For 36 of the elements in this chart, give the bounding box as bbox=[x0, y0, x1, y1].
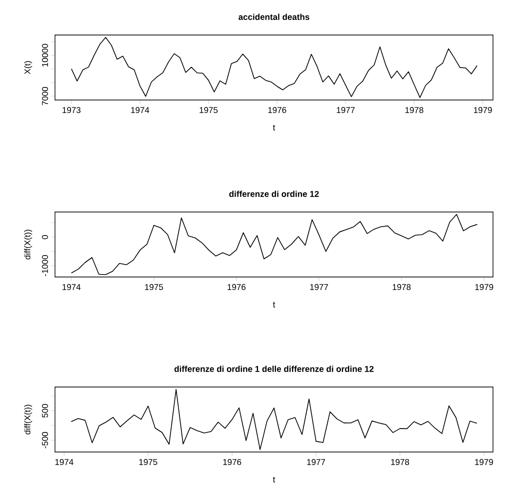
x-axis-title: t bbox=[272, 476, 276, 482]
y-tick-label: 10000 bbox=[42, 44, 48, 66]
x-tick-label: 1975 bbox=[145, 284, 163, 290]
x-tick-label: 1974 bbox=[55, 459, 74, 466]
x-tick-label: 1977 bbox=[310, 284, 328, 290]
x-tick-label: 1976 bbox=[268, 107, 286, 114]
y-axis-title: diff(X(t)) bbox=[24, 230, 32, 260]
x-tick-label: 1973 bbox=[62, 107, 80, 114]
y-tick-label: 0 bbox=[42, 235, 48, 240]
x-tick-label: 1976 bbox=[228, 284, 246, 290]
y-tick-label: 7000 bbox=[42, 87, 48, 106]
line-series bbox=[70, 389, 478, 450]
x-tick-label: 1979 bbox=[475, 284, 494, 290]
y-tick-label: -500 bbox=[42, 432, 48, 448]
x-tick-label: 1979 bbox=[475, 459, 493, 466]
chart-title: differenze di ordine 12 bbox=[229, 190, 319, 197]
x-axis-title: t bbox=[272, 124, 276, 130]
y-tick-label: 500 bbox=[42, 404, 48, 418]
x-tick-label: 1978 bbox=[392, 284, 411, 290]
x-tick-label: 1977 bbox=[307, 459, 326, 466]
x-tick-label: 1975 bbox=[200, 107, 218, 114]
y-tick-label: -1000 bbox=[42, 255, 48, 276]
x-tick-label: 1976 bbox=[223, 459, 242, 466]
x-tick-label: 1977 bbox=[336, 107, 355, 114]
x-tick-label: 1975 bbox=[139, 459, 158, 466]
x-tick-label: 1974 bbox=[131, 107, 150, 114]
x-axis-title: t bbox=[272, 302, 276, 308]
y-axis-title: diff(X(t)) bbox=[24, 404, 32, 434]
x-tick-label: 1974 bbox=[62, 284, 81, 290]
x-tick-label: 1979 bbox=[474, 107, 492, 114]
y-axis-title: X(t) bbox=[24, 61, 32, 74]
x-tick-label: 1978 bbox=[391, 459, 410, 466]
chart-title: differenze di ordine 1 delle differenze di ordine 12 bbox=[174, 366, 374, 372]
chart-title: accidental deaths bbox=[238, 14, 310, 20]
x-tick-label: 1978 bbox=[405, 107, 424, 114]
line-series bbox=[70, 37, 478, 98]
